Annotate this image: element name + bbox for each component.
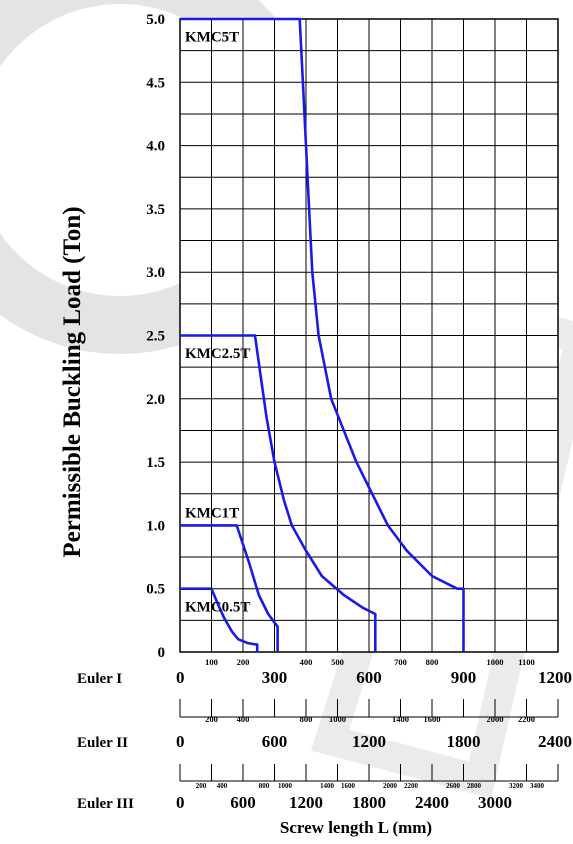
series-kmc0-5t: KMC0.5T: [180, 587, 259, 652]
x-major-label: 600: [230, 793, 256, 812]
x-major-label: 1800: [352, 793, 386, 812]
y-tick-label: 5.0: [146, 12, 165, 28]
x-minor-label: 1400: [392, 714, 409, 724]
x-major-label: 1200: [352, 732, 386, 751]
x-major-label: 3000: [478, 793, 512, 812]
series-kmc1t: KMC1T: [180, 506, 279, 652]
series-kmc5t: KMC5T: [180, 17, 465, 652]
y-tick-label: 0: [158, 645, 166, 661]
series-label: KMC0.5T: [185, 599, 250, 615]
series-label: KMC5T: [185, 30, 239, 46]
y-axis-title: Permissible Buckling Load (Ton): [59, 206, 86, 557]
y-tick-label: 1.0: [146, 518, 165, 534]
x-minor-label: 1000: [329, 714, 346, 724]
x-minor-label: 2200: [404, 782, 419, 790]
series-line: [180, 524, 279, 652]
y-tick-label: 4.0: [146, 139, 165, 155]
x-major-label: 0: [176, 732, 185, 751]
x-minor-label: 1600: [341, 782, 356, 790]
x-scale-2: Euler II 200 400 800 1000 1400 1600 2000 2200 0 60…: [77, 699, 572, 751]
series-layer: KMC5T KMC2.5T KMC1T KMC0.5T: [180, 17, 465, 652]
x-major-label: 2400: [415, 793, 449, 812]
x-minor-label: 700: [394, 657, 407, 667]
x-minor-label: 3400: [530, 782, 545, 790]
x-minor-label: 400: [300, 657, 313, 667]
y-tick-label: 3.0: [146, 265, 165, 281]
x-minor-label: 2600: [446, 782, 461, 790]
x-minor-label: 800: [426, 657, 439, 667]
x-scale-1: Euler I 100 200 400 500 700 800 1000 1100 0 300 600…: [77, 657, 572, 687]
x-major-label: 1200: [538, 668, 572, 687]
x-minor-label: 800: [259, 782, 270, 790]
x-minor-label: 400: [217, 782, 228, 790]
x-scale-name: Euler III: [77, 796, 134, 812]
x-major-label: 0: [176, 668, 185, 687]
y-tick-label: 3.5: [146, 202, 165, 218]
x-minor-label: 200: [196, 782, 207, 790]
series-line: [180, 17, 465, 652]
x-minor-label: 200: [237, 657, 250, 667]
series-label: KMC2.5T: [185, 346, 250, 362]
x-major-label: 300: [262, 668, 288, 687]
y-tick-label: 1.5: [146, 455, 165, 471]
series-line: [180, 587, 259, 652]
x-minor-label: 2200: [518, 714, 535, 724]
x-minor-label: 2000: [487, 714, 504, 724]
x-scales: Euler I 100 200 400 500 700 800 1000 1100 0 300 600…: [77, 657, 572, 812]
x-major-label: 2400: [538, 732, 572, 751]
x-minor-label: 1000: [487, 657, 504, 667]
x-major-label: 1800: [447, 732, 481, 751]
y-tick-label: 2.5: [146, 329, 165, 345]
x-minor-label: 3200: [509, 782, 524, 790]
x-minor-label: 2000: [383, 782, 398, 790]
x-scale-3: Euler III 200 400 800 1000 1400 1600 2000 2200 26…: [77, 764, 559, 812]
x-minor-label: 400: [237, 714, 250, 724]
y-tick-label: 2.0: [146, 392, 165, 408]
x-minor-label: 1100: [518, 657, 535, 667]
series-line: [180, 334, 377, 652]
x-minor-label: 1000: [278, 782, 293, 790]
x-major-label: 600: [356, 668, 382, 687]
series-kmc2-5t: KMC2.5T: [180, 334, 377, 652]
x-minor-label: 200: [205, 714, 218, 724]
y-axis-ticks: 0 0.5 1.0 1.5 2.0 2.5 3.0 3.5 4.0 4.5 5.0: [146, 12, 165, 661]
x-major-label: 0: [176, 793, 185, 812]
series-label: KMC1T: [185, 506, 239, 522]
x-scale-name: Euler I: [77, 671, 122, 687]
y-tick-label: 0.5: [146, 582, 165, 598]
y-tick-label: 4.5: [146, 75, 165, 91]
x-minor-label: 1400: [320, 782, 335, 790]
x-minor-label: 800: [300, 714, 313, 724]
x-minor-label: 100: [205, 657, 218, 667]
x-axis-title: Screw length L (mm): [280, 818, 432, 837]
x-minor-label: 1600: [424, 714, 441, 724]
x-major-label: 600: [262, 732, 288, 751]
x-minor-label: 500: [331, 657, 344, 667]
x-scale-name: Euler II: [77, 735, 128, 751]
x-minor-label: 2800: [467, 782, 482, 790]
x-major-label: 1200: [289, 793, 323, 812]
x-major-label: 900: [451, 668, 477, 687]
